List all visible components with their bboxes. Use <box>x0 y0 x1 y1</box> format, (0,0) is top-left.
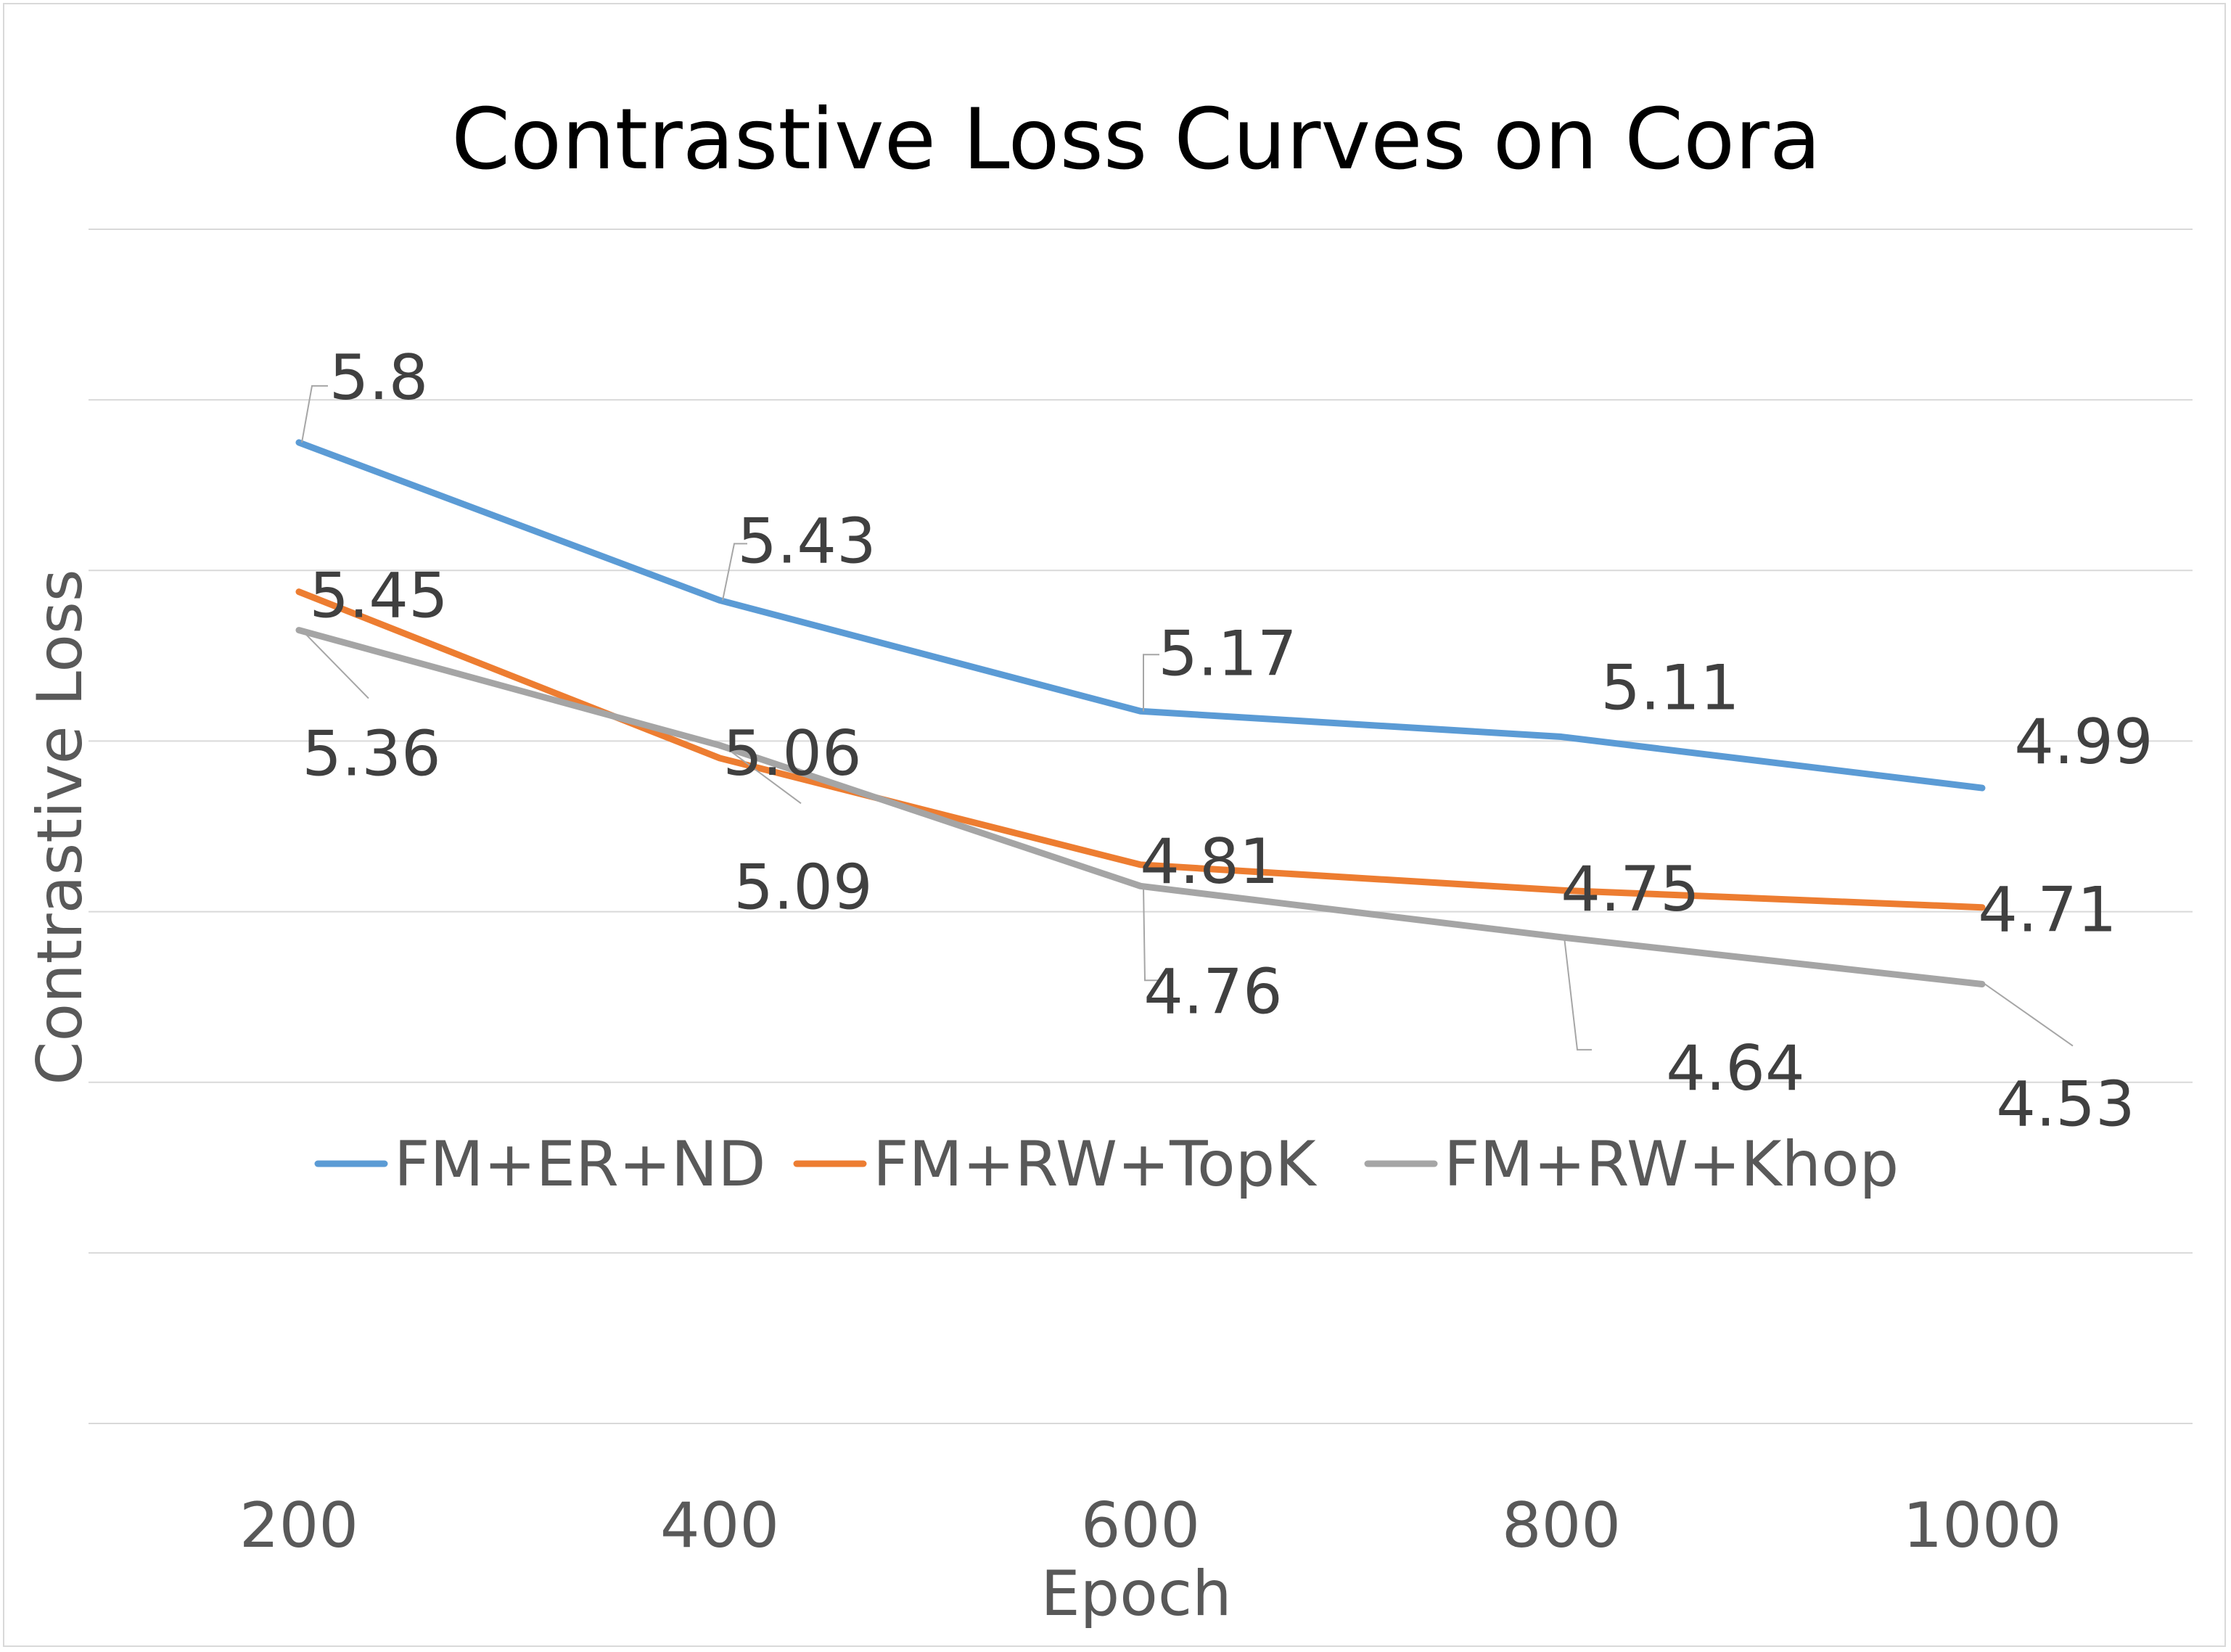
data-label: 5.06 <box>723 718 861 790</box>
chart-area <box>3 3 2226 1647</box>
data-label: 5.8 <box>329 342 429 414</box>
data-label: 5.45 <box>309 560 448 633</box>
data-label: 4.71 <box>1978 874 2116 947</box>
series-line-FM+RW+Khop <box>295 627 1986 988</box>
data-label: 4.53 <box>1996 1069 2135 1141</box>
x-tick-label: 400 <box>660 1489 779 1562</box>
data-label: 4.76 <box>1143 956 1282 1028</box>
gridlines <box>89 229 2193 1424</box>
data-label: 5.11 <box>1601 652 1739 725</box>
series-line-FM+ER+ND <box>295 439 1986 792</box>
x-tick-label: 600 <box>1081 1489 1200 1562</box>
x-axis-tick-labels: 200 400 600 800 1000 <box>239 1489 2062 1562</box>
leader-line <box>301 629 369 699</box>
y-axis-title: Contrastive Loss <box>24 569 96 1085</box>
legend-label: FM+RW+Khop <box>1444 1128 1899 1201</box>
leader-line <box>1143 654 1159 712</box>
label-leader-lines <box>301 385 2074 1051</box>
x-tick-label: 800 <box>1502 1489 1621 1562</box>
legend: FM+ER+ND FM+RW+TopK FM+RW+Khop <box>314 1128 1899 1201</box>
data-labels: 5.8 5.43 5.17 5.11 4.99 5.45 5.06 4.81 4.75 4.71 5… <box>302 342 2153 1141</box>
chart-title: Contrastive Loss Curves on Cora <box>451 91 1821 189</box>
series-line-FM+RW+TopK <box>295 588 1986 911</box>
leader-line <box>1564 937 1592 1051</box>
leader-line <box>1143 886 1159 982</box>
leader-line <box>722 744 802 805</box>
data-label: 4.99 <box>2014 706 2153 778</box>
data-label: 5.17 <box>1158 617 1297 690</box>
leader-line <box>1984 983 2074 1047</box>
data-label: 5.43 <box>737 505 876 578</box>
leader-line <box>301 385 328 443</box>
data-label: 4.81 <box>1140 826 1278 898</box>
legend-label: FM+RW+TopK <box>873 1128 1318 1201</box>
series-lines <box>295 439 1986 988</box>
data-label: 4.75 <box>1561 853 1699 926</box>
legend-label: FM+ER+ND <box>394 1128 765 1201</box>
x-tick-label: 1000 <box>1903 1489 2062 1562</box>
leader-line <box>722 543 747 601</box>
data-label: 4.64 <box>1666 1032 1804 1105</box>
data-label: 5.36 <box>302 718 440 791</box>
data-label: 5.09 <box>734 851 872 924</box>
x-tick-label: 200 <box>239 1489 358 1562</box>
x-axis-title: Epoch <box>1040 1558 1231 1630</box>
